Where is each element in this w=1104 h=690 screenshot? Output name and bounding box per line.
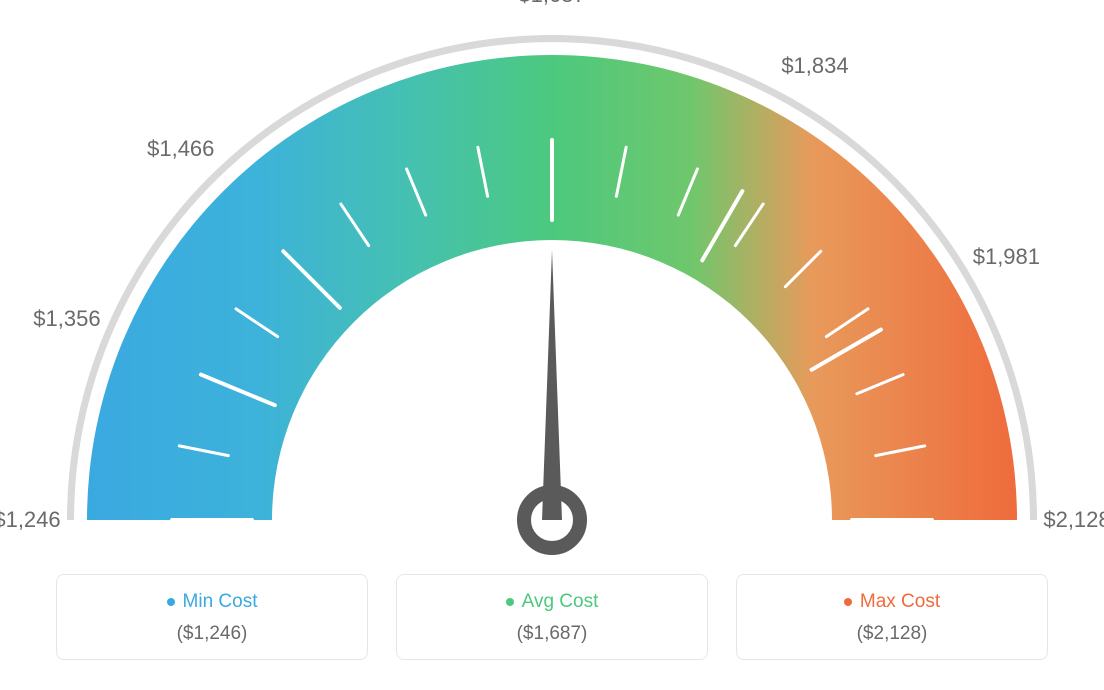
legend-value-avg: ($1,687) <box>397 623 707 645</box>
legend-row: Min Cost ($1,246) Avg Cost ($1,687) Max Cost… <box>0 574 1104 660</box>
gauge-tick-label: $1,834 <box>781 53 848 79</box>
legend-dot-min <box>167 598 175 606</box>
gauge-tick-label: $1,246 <box>0 507 61 533</box>
legend-value-max: ($2,128) <box>737 623 1047 645</box>
gauge-tick-label: $1,466 <box>147 136 214 162</box>
legend-title-max: Max Cost <box>737 591 1047 613</box>
legend-title-text: Avg Cost <box>522 591 599 612</box>
legend-title-avg: Avg Cost <box>397 591 707 613</box>
legend-title-text: Min Cost <box>183 591 258 612</box>
legend-dot-max <box>844 598 852 606</box>
legend-dot-avg <box>506 598 514 606</box>
gauge-svg <box>0 0 1104 560</box>
legend-title-min: Min Cost <box>57 591 367 613</box>
gauge-tick-label: $1,687 <box>518 0 585 8</box>
legend-card-min: Min Cost ($1,246) <box>56 574 368 660</box>
legend-value-min: ($1,246) <box>57 623 367 645</box>
legend-card-max: Max Cost ($2,128) <box>736 574 1048 660</box>
legend-title-text: Max Cost <box>860 591 940 612</box>
gauge-tick-label: $1,356 <box>33 306 100 332</box>
gauge-chart: $1,246 $1,356 $1,466 $1,687 $1,834 $1,981 $2,1… <box>0 0 1104 560</box>
gauge-tick-label: $1,981 <box>973 244 1040 270</box>
legend-card-avg: Avg Cost ($1,687) <box>396 574 708 660</box>
gauge-needle <box>542 250 562 520</box>
gauge-tick-label: $2,128 <box>1043 507 1104 533</box>
